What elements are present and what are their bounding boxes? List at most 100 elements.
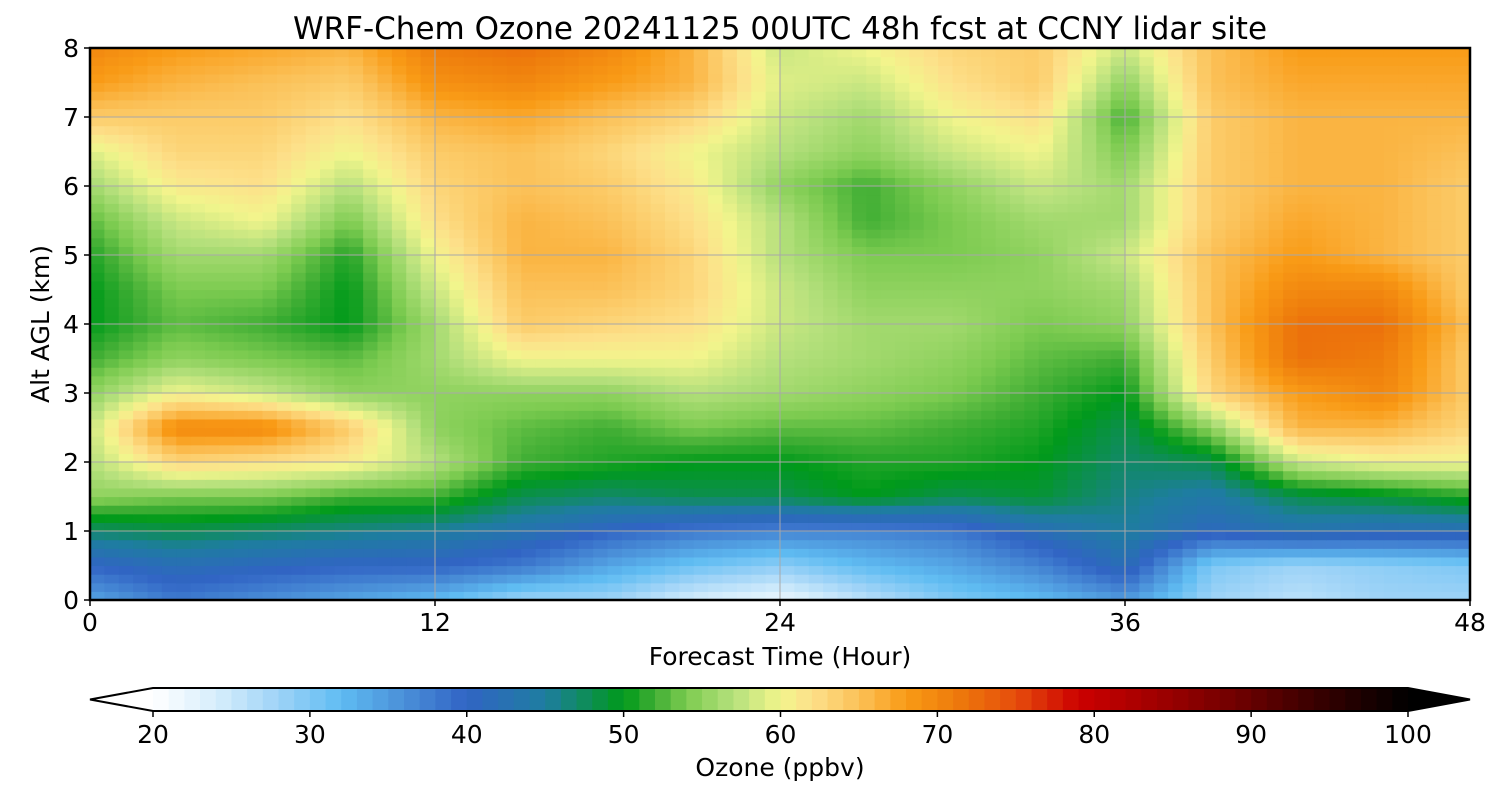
heatmap-cell	[1340, 194, 1356, 204]
heatmap-cell	[248, 496, 264, 506]
heatmap-cell	[1426, 272, 1442, 282]
heatmap-cell	[535, 255, 551, 265]
heatmap-cell	[449, 444, 465, 454]
heatmap-cell	[1067, 168, 1083, 178]
heatmap-cell	[219, 427, 235, 437]
heatmap-cell	[1110, 289, 1126, 299]
heatmap-cell	[449, 246, 465, 256]
heatmap-cell	[765, 315, 781, 325]
heatmap-cell	[1283, 194, 1299, 204]
heatmap-cell	[291, 332, 307, 342]
heatmap-cell	[823, 229, 839, 239]
heatmap-cell	[952, 574, 968, 584]
heatmap-cell	[377, 168, 393, 178]
heatmap-cell	[1139, 332, 1155, 342]
heatmap-cell	[1240, 539, 1255, 549]
heatmap-cell	[1240, 384, 1255, 394]
heatmap-cell	[1125, 168, 1140, 178]
heatmap-cell	[1383, 522, 1399, 532]
heatmap-cell	[938, 177, 954, 187]
heatmap-cell	[1311, 531, 1327, 541]
heatmap-cell	[1268, 367, 1284, 377]
heatmap-cell	[1125, 453, 1140, 463]
heatmap-cell	[1412, 487, 1428, 498]
heatmap-cell	[1340, 505, 1356, 515]
heatmap-cell	[449, 539, 465, 549]
heatmap-cell	[1426, 556, 1442, 567]
heatmap-cell	[334, 263, 350, 273]
heatmap-cell	[1268, 556, 1284, 567]
heatmap-cell	[391, 289, 407, 299]
heatmap-cell	[722, 513, 738, 523]
heatmap-cell	[621, 444, 637, 454]
heatmap-cell	[161, 591, 177, 600]
heatmap-cell	[262, 556, 278, 567]
heatmap-cell	[895, 410, 910, 420]
heatmap-cell	[722, 556, 738, 567]
heatmap-cell	[1369, 246, 1385, 256]
heatmap-cell	[1340, 211, 1356, 222]
heatmap-cell	[1283, 168, 1299, 178]
heatmap-cell	[1254, 582, 1270, 592]
heatmap-cell	[1168, 237, 1184, 247]
heatmap-cell	[1326, 548, 1342, 558]
heatmap-cell	[1211, 177, 1227, 187]
heatmap-cell	[506, 220, 522, 230]
heatmap-cell	[650, 315, 666, 325]
heatmap-cell	[1010, 548, 1025, 558]
heatmap-cell	[1441, 470, 1457, 480]
heatmap-cell	[578, 384, 594, 394]
heatmap-cell	[1369, 186, 1385, 196]
heatmap-cell	[1053, 565, 1069, 575]
heatmap-cell	[722, 574, 738, 584]
heatmap-cell	[780, 565, 795, 575]
heatmap-cell	[463, 444, 479, 454]
heatmap-cell	[118, 522, 134, 532]
heatmap-cell	[276, 470, 292, 480]
heatmap-cell	[161, 272, 177, 282]
heatmap-cell	[492, 574, 508, 584]
heatmap-cell	[348, 349, 364, 360]
heatmap-cell	[1182, 289, 1198, 299]
heatmap-cell	[938, 341, 954, 351]
heatmap-cell	[90, 531, 105, 541]
heatmap-cell	[276, 531, 292, 541]
heatmap-cell	[377, 401, 393, 411]
heatmap-cell	[1441, 522, 1457, 532]
heatmap-cell	[1038, 582, 1054, 592]
heatmap-cell	[90, 289, 105, 299]
heatmap-cell	[909, 574, 925, 584]
heatmap-cell	[1211, 470, 1227, 480]
heatmap-cell	[1081, 229, 1097, 239]
heatmap-cell	[995, 341, 1011, 351]
heatmap-cell	[938, 229, 954, 239]
heatmap-cell	[205, 341, 220, 351]
heatmap-cell	[1268, 479, 1284, 489]
heatmap-cell	[90, 393, 105, 403]
heatmap-cell	[636, 548, 652, 558]
heatmap-cell	[966, 272, 982, 282]
heatmap-cell	[363, 237, 379, 247]
heatmap-cell	[1168, 272, 1184, 282]
heatmap-cell	[1139, 203, 1155, 213]
heatmap-cell	[334, 427, 350, 437]
heatmap-cell	[1297, 410, 1313, 420]
heatmap-cell	[909, 341, 925, 351]
heatmap-cell	[722, 548, 738, 558]
heatmap-cell	[1340, 237, 1356, 247]
heatmap-cell	[1297, 246, 1313, 256]
heatmap-cell	[478, 151, 494, 161]
heatmap-cell	[1067, 263, 1083, 273]
heatmap-cell	[1225, 229, 1241, 239]
heatmap-cell	[895, 203, 910, 213]
heatmap-cell	[348, 444, 364, 454]
heatmap-cell	[535, 470, 551, 480]
heatmap-cell	[995, 315, 1011, 325]
heatmap-cell	[880, 375, 896, 385]
heatmap-cell	[1024, 341, 1040, 351]
heatmap-cell	[621, 401, 637, 411]
heatmap-cell	[1182, 177, 1198, 187]
heatmap-cell	[823, 522, 839, 532]
heatmap-cell	[176, 479, 192, 489]
heatmap-cell	[722, 453, 738, 463]
